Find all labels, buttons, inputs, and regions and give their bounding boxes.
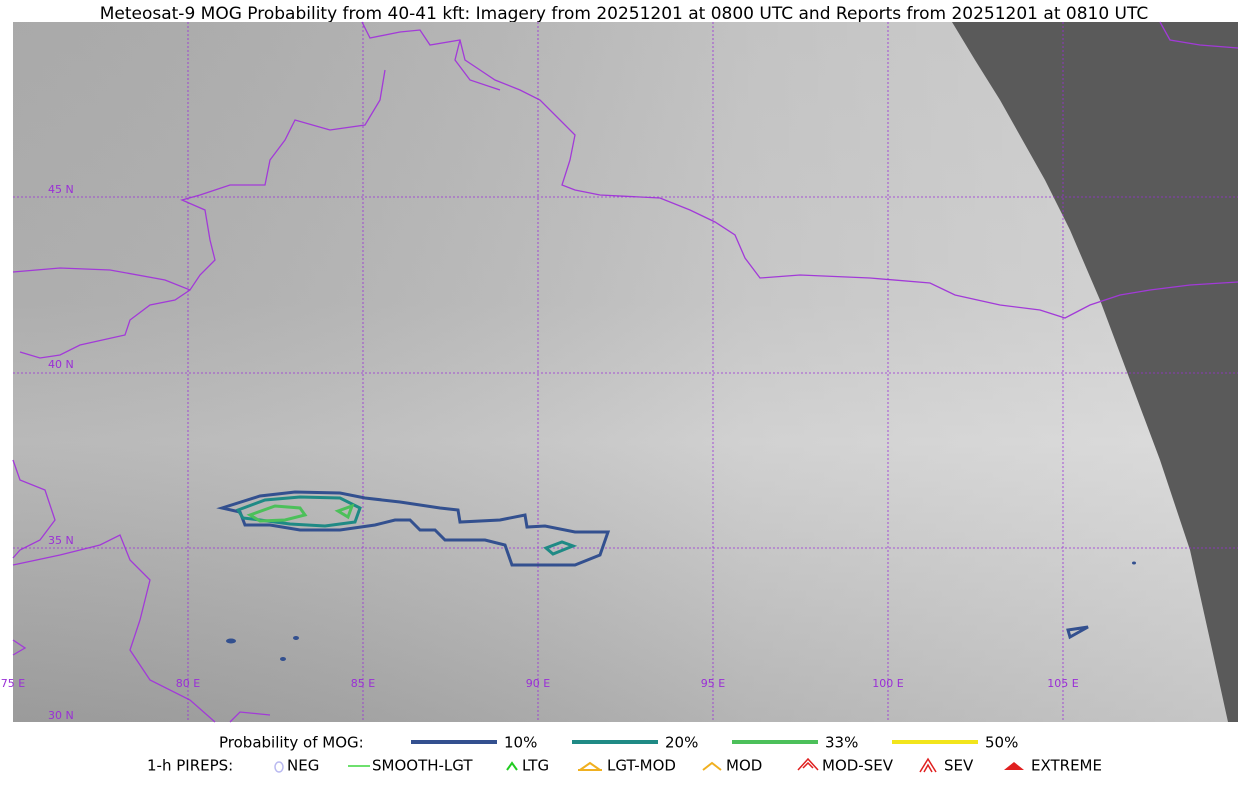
legend-label: SMOOTH-LGT — [372, 757, 473, 775]
legend-label: SEV — [944, 757, 974, 775]
contour-10 — [293, 636, 299, 640]
legend-label: 33% — [825, 734, 858, 752]
icon-sev — [923, 763, 933, 773]
legend-label: 50% — [985, 734, 1018, 752]
legend-label: NEG — [287, 757, 319, 775]
icon-mod — [702, 761, 722, 771]
contour-33 — [246, 504, 308, 523]
contour-10 — [226, 638, 236, 644]
grid — [13, 22, 1238, 722]
legend-label: MOD — [726, 757, 762, 775]
icon-neg — [274, 761, 284, 773]
icon-sev — [919, 757, 937, 773]
border — [361, 21, 1239, 319]
legend-label: LTG — [522, 757, 549, 775]
border — [19, 289, 191, 359]
contour-33 — [334, 503, 355, 520]
lat-label: 30 N — [48, 709, 74, 722]
legend-label: 10% — [504, 734, 537, 752]
border — [1159, 21, 1239, 49]
legend: Probability of MOG: 1-h PIREPS: 10% 20% 33… — [147, 734, 1102, 775]
map: 45 N 40 N 35 N 30 N 75 E 80 E 85 E 90 E … — [1, 21, 1239, 723]
icon-lgt-mod — [579, 761, 601, 771]
lon-label: 95 E — [701, 677, 725, 690]
lon-label: 80 E — [176, 677, 200, 690]
lat-label: 35 N — [48, 534, 74, 547]
lon-label: 85 E — [351, 677, 375, 690]
lat-label: 40 N — [48, 358, 74, 371]
legend-label: 20% — [665, 734, 698, 752]
contour-10 — [1066, 625, 1089, 640]
icon-extreme — [1004, 762, 1024, 770]
contours — [216, 490, 1136, 661]
contour-10 — [1132, 561, 1136, 565]
lon-label: 100 E — [872, 677, 903, 690]
contour-20 — [543, 540, 578, 556]
contour-10 — [216, 490, 611, 567]
legend-title: Probability of MOG: — [219, 734, 364, 752]
border — [229, 711, 271, 723]
legend-label: EXTREME — [1031, 757, 1102, 775]
lon-label: 105 E — [1047, 677, 1078, 690]
lat-label: 45 N — [48, 183, 74, 196]
border — [12, 69, 386, 291]
border — [12, 639, 27, 656]
lon-label: 75 E — [1, 677, 25, 690]
contour-10 — [280, 657, 286, 661]
icon-mod-sev — [802, 761, 814, 769]
lon-label: 90 E — [526, 677, 550, 690]
legend-label: LGT-MOD — [607, 757, 676, 775]
legend-label: MOD-SEV — [822, 757, 894, 775]
title: Meteosat-9 MOG Probability from 40-41 kf… — [100, 4, 1149, 24]
border — [454, 39, 501, 91]
border — [12, 459, 56, 559]
icon-mod-sev — [797, 757, 819, 771]
legend-title: 1-h PIREPS: — [147, 757, 233, 775]
icon-ltg — [506, 761, 518, 771]
